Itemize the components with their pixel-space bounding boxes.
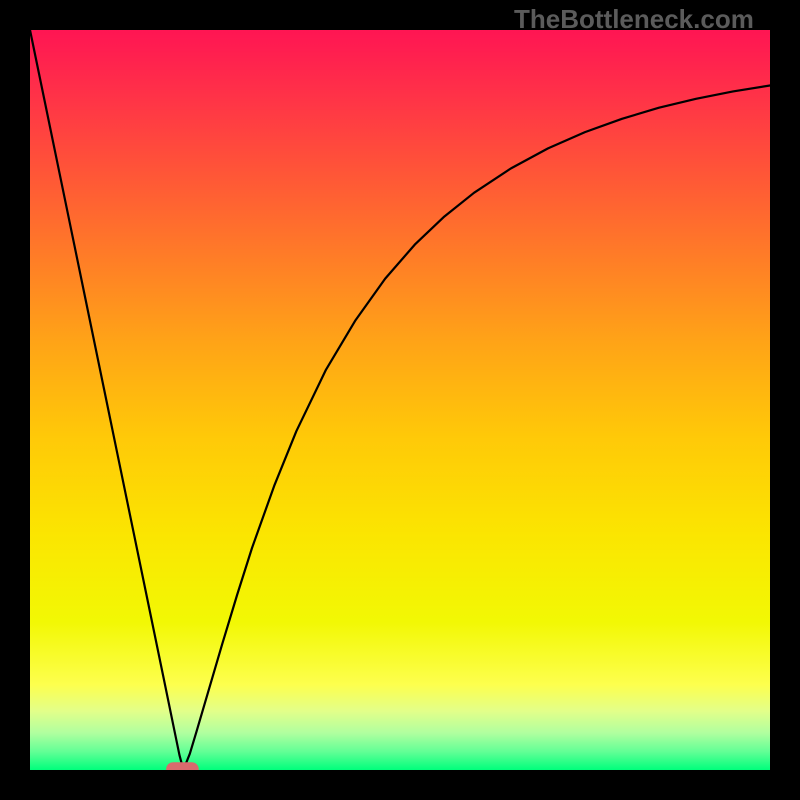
watermark-text: TheBottleneck.com: [514, 4, 754, 35]
plot-area: [30, 30, 770, 770]
marker-layer: [30, 30, 770, 770]
